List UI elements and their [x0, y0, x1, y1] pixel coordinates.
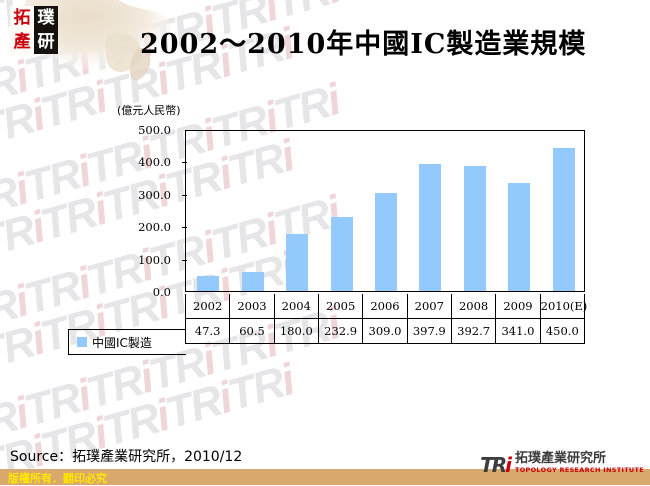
- table-header-cell: 2009: [495, 294, 541, 319]
- y-axis-tick-label: 200.0: [138, 220, 171, 235]
- y-axis-tick-label: 300.0: [138, 187, 171, 202]
- page-title: 2002～2010年中國IC製造業規模: [140, 29, 587, 60]
- y-axis-tick-label: 500.0: [138, 123, 171, 137]
- table-header-cell: 2008: [450, 294, 497, 319]
- y-axis-tick-label: 100.0: [138, 252, 171, 267]
- table-value-cell: 450.0: [539, 318, 586, 344]
- footer-bar: [0, 469, 650, 485]
- table-row-years: 2002 2003 2004 2005 2006 2007 2008 2009 2010(E): [184, 294, 587, 319]
- table-value-cell: 341.0: [495, 318, 541, 344]
- table-header-cell: 2005: [317, 294, 364, 319]
- y-axis-tickmark: [182, 227, 187, 229]
- table-value-cell: 392.7: [450, 318, 497, 344]
- bar: [330, 216, 353, 291]
- legend-swatch-icon: [77, 337, 87, 347]
- table-header-cell: 2006: [362, 294, 408, 319]
- tri-name-block: 拓璞產業研究所 TOPOLOGY RESEARCH INSTITUTE: [515, 452, 644, 474]
- table-value-cell: 180.0: [273, 318, 319, 344]
- bar: [286, 233, 309, 291]
- y-axis-tick-label: 400.0: [138, 155, 171, 170]
- tri-wordmark: TRi: [480, 452, 512, 477]
- copyright-notice: 版權所有．翻印必究: [8, 472, 107, 485]
- bar: [375, 192, 397, 291]
- y-axis-tickmark: [182, 162, 187, 164]
- table-header-cell: 2002: [184, 294, 231, 319]
- table-header-cell: 2007: [406, 294, 452, 319]
- bar: [508, 182, 531, 291]
- bar: [241, 271, 264, 291]
- plot-area: [182, 130, 585, 292]
- tri-corner-logo: TRi 拓璞產業研究所 TOPOLOGY RESEARCH INSTITUTE: [480, 452, 644, 477]
- table-value-cell: 397.9: [406, 318, 452, 344]
- y-axis-tickmark: [182, 194, 187, 196]
- data-table: 2002 2003 2004 2005 2006 2007 2008 2009 2010(E) 4…: [184, 294, 587, 344]
- bar: [552, 147, 575, 291]
- table-header-cell: 2004: [273, 294, 319, 319]
- bar: [419, 164, 442, 291]
- y-axis-tickmark: [182, 259, 187, 261]
- tri-chinese-name: 拓璞產業研究所: [514, 451, 606, 466]
- table-header-cell: 2010(E): [539, 294, 587, 319]
- legend: 中國IC製造: [68, 329, 186, 355]
- source-note: Source：拓璞產業研究所，2010/12: [10, 449, 243, 465]
- table-value-cell: 47.3: [184, 318, 231, 344]
- table-value-cell: 60.5: [229, 318, 275, 344]
- table-header-cell: 2003: [229, 294, 275, 319]
- bar: [197, 275, 220, 291]
- y-axis-tick-label: 0.0: [152, 285, 171, 299]
- y-axis-unit-label: (億元人民幣): [117, 104, 181, 117]
- table-value-cell: 232.9: [317, 318, 364, 344]
- tri-english-name: TOPOLOGY RESEARCH INSTITUTE: [514, 466, 644, 474]
- bar: [463, 166, 486, 291]
- table-row-values: 47.3 60.5 180.0 232.9 309.0 397.9 392.7 341.0 45…: [184, 318, 586, 344]
- table-value-cell: 309.0: [362, 318, 408, 344]
- legend-label: 中國IC製造: [92, 335, 152, 350]
